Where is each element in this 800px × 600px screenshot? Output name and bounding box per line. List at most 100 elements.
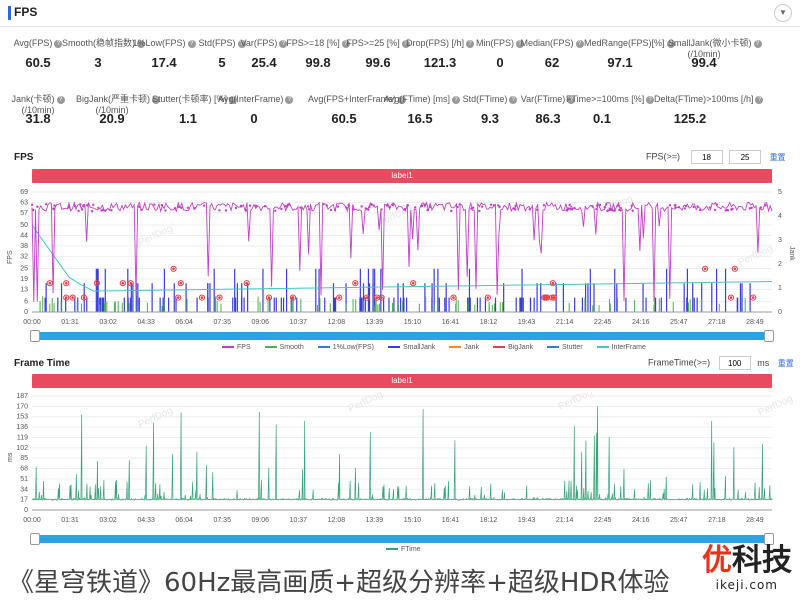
stat-label-text: Drop(FPS) [/h]: [405, 38, 464, 48]
bigjank-point: [267, 296, 271, 299]
fps-point: [708, 206, 712, 209]
fps-threshold-input-1[interactable]: [690, 150, 723, 164]
stat-stats_row2-3: Avg(InterFrame)? 0: [218, 94, 294, 126]
help-icon[interactable]: ?: [279, 39, 288, 48]
legend-item-stutter[interactable]: Stutter: [546, 344, 583, 351]
help-icon[interactable]: ?: [285, 95, 294, 104]
help-icon[interactable]: ?: [666, 39, 675, 48]
legend-item-fps[interactable]: FPS: [222, 344, 251, 351]
fps-range-slider[interactable]: [30, 330, 774, 342]
fps-slider-handle-right[interactable]: [764, 330, 774, 342]
legend-swatch: [387, 346, 400, 349]
y-tick-label: 44: [20, 232, 28, 239]
fps-point: [542, 204, 546, 207]
y-tick-label: 19: [20, 276, 28, 283]
fps-slider-handle-left[interactable]: [30, 330, 40, 342]
legend-item-1-low-fps-[interactable]: 1%Low(FPS): [317, 344, 374, 351]
help-icon[interactable]: ?: [341, 39, 350, 48]
fps-reset-link[interactable]: 重置: [769, 152, 786, 162]
bigjank-marker: [543, 294, 551, 301]
fps-point: [673, 203, 677, 207]
legend-item-smalljank[interactable]: SmallJank: [387, 344, 435, 351]
fps-point: [44, 203, 48, 206]
help-icon[interactable]: ?: [56, 95, 65, 104]
panel-title: FPS: [14, 5, 38, 19]
help-icon[interactable]: ?: [229, 95, 238, 104]
help-icon[interactable]: ?: [509, 95, 518, 104]
x-tick-label: 12:08: [328, 319, 346, 326]
y-tick-label: 0: [24, 309, 28, 316]
help-icon[interactable]: ?: [567, 95, 576, 104]
frametime-slider-handle-left[interactable]: [30, 533, 40, 545]
watermark: PerfDog: [757, 393, 795, 418]
help-icon[interactable]: ?: [398, 95, 407, 104]
bigjank-point: [380, 296, 383, 299]
help-icon[interactable]: ?: [753, 39, 762, 48]
stat-value: 99.8: [305, 55, 331, 70]
frametime-threshold-input[interactable]: [718, 356, 751, 370]
stat-label-text: Min(FPS): [476, 38, 514, 48]
help-icon[interactable]: ?: [401, 39, 410, 48]
help-icon[interactable]: ?: [237, 39, 246, 48]
fps-point: [456, 205, 459, 209]
help-icon[interactable]: ?: [575, 39, 584, 48]
stat-label-text: FPS>=18 [%]: [286, 38, 340, 48]
fps-point: [618, 208, 621, 212]
help-icon[interactable]: ?: [54, 39, 63, 48]
stat-label: Std(FPS)?: [186, 38, 258, 49]
legend-label: BigJank: [508, 344, 533, 351]
help-icon[interactable]: ?: [646, 95, 655, 104]
bigjank-marker: [378, 294, 385, 301]
stat-stats_row1-10: MedRange(FPS)[%]? 97.1: [584, 38, 675, 70]
help-icon[interactable]: ?: [152, 95, 161, 104]
fps-point: [306, 205, 310, 208]
bigjank-point: [354, 281, 357, 285]
x-tick-label: 12:08: [328, 517, 346, 524]
fps-point: [288, 203, 291, 206]
help-icon[interactable]: ?: [755, 95, 764, 104]
legend-item-smooth[interactable]: Smooth: [264, 344, 304, 351]
fps-label-band: label1: [32, 169, 772, 183]
stat-value: 5: [218, 55, 226, 70]
stat-stats_row2-6: Std(FTime)? 9.3: [454, 94, 526, 126]
stat-label: 1%Low(FPS)?: [128, 38, 200, 49]
fps-point: [406, 204, 410, 207]
help-icon[interactable]: ?: [452, 95, 461, 104]
bigjank-point: [486, 296, 490, 299]
fps-point: [631, 209, 634, 212]
help-icon[interactable]: ?: [466, 39, 474, 48]
frametime-label-band: label1: [32, 374, 772, 388]
collapse-chevron-icon[interactable]: ▼: [774, 4, 792, 22]
ftime-legend-label: FTime: [401, 546, 421, 553]
help-icon[interactable]: ?: [187, 39, 196, 48]
bigjank-marker: [750, 294, 757, 301]
help-icon[interactable]: ?: [516, 39, 524, 48]
fps-point: [284, 204, 287, 208]
stat-value: 0: [496, 55, 504, 70]
stat-label-text: FPS>=25 [%]: [346, 38, 400, 48]
fps-point: [299, 206, 302, 209]
frametime-slider-handle-right[interactable]: [764, 533, 774, 545]
legend-item-interframe[interactable]: InterFrame: [596, 344, 646, 351]
frametime-range-slider[interactable]: [30, 533, 774, 545]
legend-label: InterFrame: [611, 344, 646, 351]
fps-threshold-label: FPS(>=): [646, 151, 681, 162]
legend-item-bigjank[interactable]: BigJank: [493, 344, 533, 351]
frametime-reset-link[interactable]: 重置: [777, 358, 794, 368]
fps-threshold-input-2[interactable]: [729, 150, 762, 164]
legend-item-jank[interactable]: Jank: [449, 344, 479, 351]
watermark: PerfDog: [597, 193, 635, 218]
fps-line: [31, 200, 773, 302]
stat-value: 62: [544, 55, 560, 70]
stat-stats_row1-7: Drop(FPS) [/h]? 121.3: [404, 38, 476, 70]
fps-point: [368, 205, 371, 209]
help-icon[interactable]: ?: [137, 39, 146, 48]
fps-point: [528, 208, 531, 211]
stat-value: 99.4: [691, 55, 717, 70]
fps-point: [677, 205, 681, 209]
bigjank-marker: [198, 294, 206, 301]
watermark: PerfDog: [137, 223, 175, 248]
bigjank-marker: [289, 294, 297, 301]
bigjank-point: [375, 296, 379, 299]
stat-stats_row1-4: Var(FPS)? 25.4: [228, 38, 300, 70]
